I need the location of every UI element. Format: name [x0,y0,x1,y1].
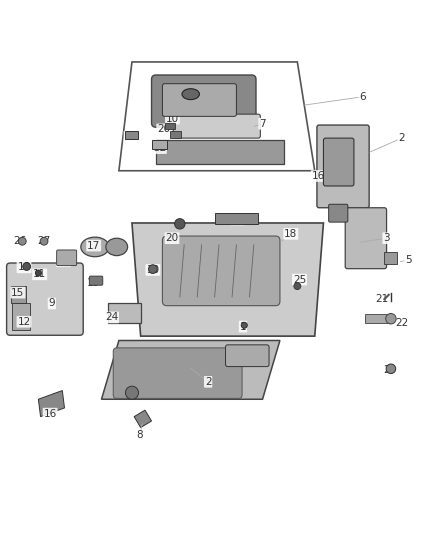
Text: 3: 3 [383,233,390,243]
Bar [152,140,167,149]
Text: 22: 22 [395,318,408,328]
Text: 10: 10 [166,114,179,124]
Ellipse shape [81,237,109,257]
Text: 16: 16 [43,409,57,418]
Text: 11: 11 [33,269,46,279]
Bar [125,131,138,139]
Text: 20: 20 [157,124,170,134]
FancyBboxPatch shape [345,208,387,269]
FancyBboxPatch shape [226,345,269,367]
Circle shape [241,322,247,328]
Circle shape [148,265,157,273]
Text: 9: 9 [49,298,55,309]
Text: 29: 29 [383,365,397,375]
Polygon shape [39,391,64,417]
Text: 2: 2 [205,377,212,387]
FancyBboxPatch shape [162,236,280,305]
FancyBboxPatch shape [317,125,369,208]
Text: 23: 23 [231,214,244,224]
FancyBboxPatch shape [57,250,77,265]
Bar [165,123,175,130]
Ellipse shape [182,88,199,100]
Circle shape [40,237,48,245]
Circle shape [386,313,396,324]
Text: 21: 21 [375,294,389,304]
FancyBboxPatch shape [113,348,242,398]
Text: 26: 26 [14,236,27,246]
Text: 16: 16 [311,171,325,181]
Text: 1: 1 [240,321,246,332]
FancyBboxPatch shape [173,114,260,138]
FancyBboxPatch shape [152,75,256,127]
FancyBboxPatch shape [328,204,348,222]
FancyBboxPatch shape [323,138,354,186]
Circle shape [18,237,26,245]
Text: 4: 4 [333,206,340,216]
Text: 19: 19 [227,352,240,361]
Text: 30: 30 [146,265,159,275]
Text: 25: 25 [293,274,306,285]
Bar [385,252,396,264]
Text: 7: 7 [259,119,266,129]
Bar [215,213,258,224]
Polygon shape [156,140,284,164]
Bar [11,286,26,303]
Circle shape [294,282,301,289]
Text: 14: 14 [57,256,70,266]
Text: 17: 17 [87,240,100,251]
Circle shape [35,270,42,276]
Text: 18: 18 [284,229,297,239]
Text: 6: 6 [359,92,366,102]
Text: 27: 27 [37,236,51,246]
Text: 10: 10 [18,262,31,272]
Polygon shape [132,223,323,336]
Circle shape [175,219,185,229]
Bar [170,131,181,138]
Circle shape [125,386,138,399]
Text: 24: 24 [105,312,118,322]
Polygon shape [102,341,280,399]
FancyBboxPatch shape [89,276,103,285]
Ellipse shape [106,238,127,256]
Text: 2: 2 [399,133,405,143]
Circle shape [386,364,396,374]
Text: 31: 31 [124,132,138,142]
Text: 5: 5 [405,255,412,265]
Text: 32: 32 [153,143,166,153]
Polygon shape [108,303,141,323]
Text: 20: 20 [166,233,179,243]
Text: 15: 15 [11,288,25,297]
Text: 13: 13 [87,278,100,288]
Text: 12: 12 [18,317,31,327]
Text: 8: 8 [137,430,143,440]
Bar [12,303,30,329]
Polygon shape [134,410,152,427]
FancyBboxPatch shape [162,84,237,116]
Circle shape [23,263,31,270]
FancyBboxPatch shape [7,263,83,335]
Polygon shape [365,314,391,323]
